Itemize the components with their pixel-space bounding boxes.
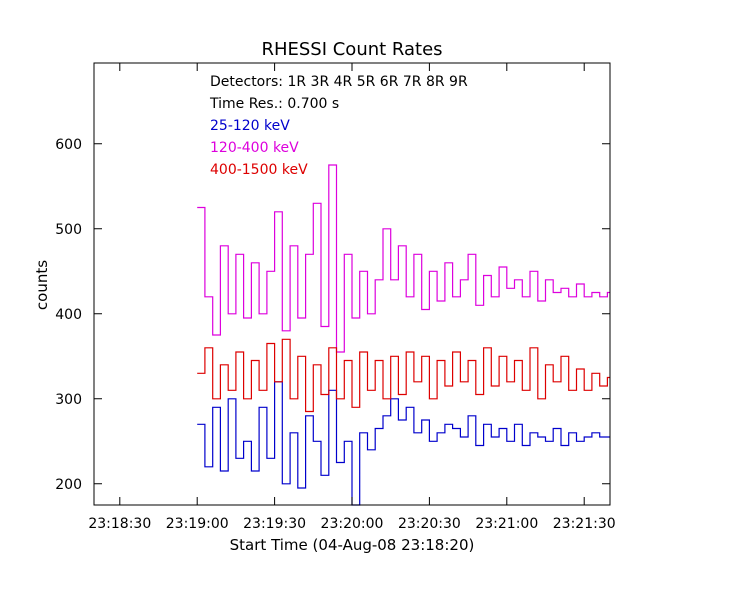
detector-annotations: Detectors: 1R 3R 4R 5R 6R 7R 8R 9R Time R… xyxy=(209,74,468,112)
y-tick-label: 500 xyxy=(55,222,82,238)
x-tick-label: 23:21:00 xyxy=(475,516,538,532)
y-tick-label: 200 xyxy=(55,477,82,493)
series-line xyxy=(197,339,610,411)
legend: 25-120 keV 120-400 keV 400-1500 keV xyxy=(210,118,308,178)
chart-title: RHESSI Count Rates xyxy=(261,39,442,60)
x-tick-label: 23:20:00 xyxy=(321,516,384,532)
y-axis: 200 300 400 500 600 xyxy=(55,137,610,493)
series-layer xyxy=(197,165,610,505)
x-tick-label: 23:18:30 xyxy=(88,516,151,532)
y-tick-label: 400 xyxy=(55,307,82,323)
annotation-text: Detectors: 1R 3R 4R 5R 6R 7R 8R 9R xyxy=(210,74,468,90)
x-tick-label: 23:21:30 xyxy=(553,516,616,532)
x-tick-label: 23:19:30 xyxy=(243,516,306,532)
y-axis-label: counts xyxy=(33,260,51,310)
series-line xyxy=(197,165,610,352)
legend-entry: 120-400 keV xyxy=(210,140,299,156)
annotation-text: Time Res.: 0.700 s xyxy=(209,96,339,112)
x-tick-label: 23:20:30 xyxy=(398,516,461,532)
legend-entry: 400-1500 keV xyxy=(210,162,308,178)
legend-entry: 25-120 keV xyxy=(210,118,290,134)
x-tick-label: 23:19:00 xyxy=(166,516,229,532)
x-axis-label: Start Time (04-Aug-08 23:18:20) xyxy=(230,536,475,554)
y-tick-label: 300 xyxy=(55,392,82,408)
series-line xyxy=(197,382,610,505)
y-tick-label: 600 xyxy=(55,137,82,153)
